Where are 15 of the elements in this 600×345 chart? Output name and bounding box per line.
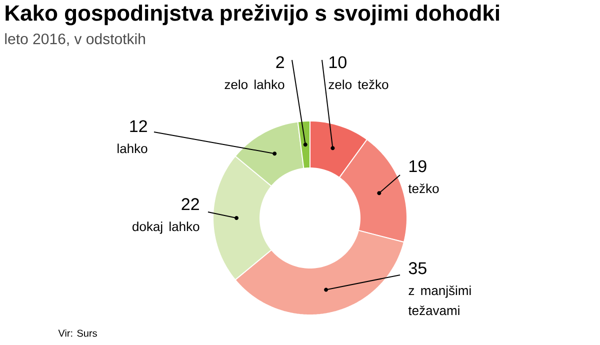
data-label: 22: [182, 198, 199, 210]
text: Vir: Surs: [58, 329, 97, 337]
slice-label: dokaj lahko: [132, 222, 200, 234]
slice-label: lahko: [118, 144, 148, 154]
slice-label: težko: [408, 184, 439, 194]
chart-title: Kako gospodinjstva preživijo s svojimi dohodki: [6, 4, 499, 26]
chart-subtitle: leto 2016, v odstotkih: [5, 33, 145, 46]
data-label: 2: [276, 56, 284, 68]
slice-label: zelo lahko: [224, 80, 284, 90]
slice-label: z manjšimi težavami: [408, 286, 471, 316]
data-label: 19: [410, 160, 426, 172]
data-label: 35: [408, 262, 426, 274]
data-label: 10: [330, 56, 346, 68]
data-label: 12: [130, 120, 147, 132]
slice-label: zelo težko: [328, 80, 388, 90]
